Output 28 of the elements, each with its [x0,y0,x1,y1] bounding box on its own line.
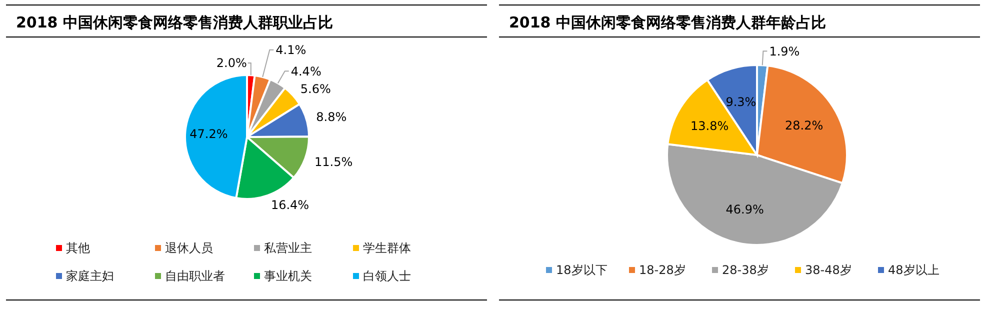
data-label: 46.9% [726,202,764,217]
data-label: 28.2% [785,118,824,132]
data-label: 2.0% [216,56,247,70]
legend-label: 事业机关 [264,269,312,284]
data-label: 13.8% [690,118,729,133]
data-label: 9.3% [726,94,756,109]
legend-label: 自由职业者 [165,269,225,284]
legend-label: 28-38岁 [722,263,769,278]
legend-label: 私营业主 [264,241,312,256]
data-label: 5.6% [300,82,331,96]
data-label: 16.4% [270,198,310,212]
legend-label: 48岁以上 [888,263,940,278]
data-label: 11.5% [314,155,353,170]
legend-label: 白领人士 [363,269,411,284]
legend-label: 18岁以下 [556,263,608,278]
legend-label: 38-48岁 [805,263,852,278]
legend-label: 退休人员 [165,241,213,256]
legend-label: 其他 [66,241,90,256]
data-label: 8.8% [316,110,347,124]
legend-label: 学生群体 [363,241,411,256]
legend-label: 家庭主妇 [66,269,114,284]
legend-label: 18-28岁 [639,263,686,278]
data-label: 4.4% [290,64,322,78]
data-label: 4.1% [276,43,306,58]
data-label: 1.9% [769,44,800,58]
chart-title: 2018 中国休闲零食网络零售消费人群年龄占比 [509,13,826,32]
data-label: 47.2% [190,126,228,141]
chart-title: 2018 中国休闲零食网络零售消费人群职业占比 [16,13,333,32]
